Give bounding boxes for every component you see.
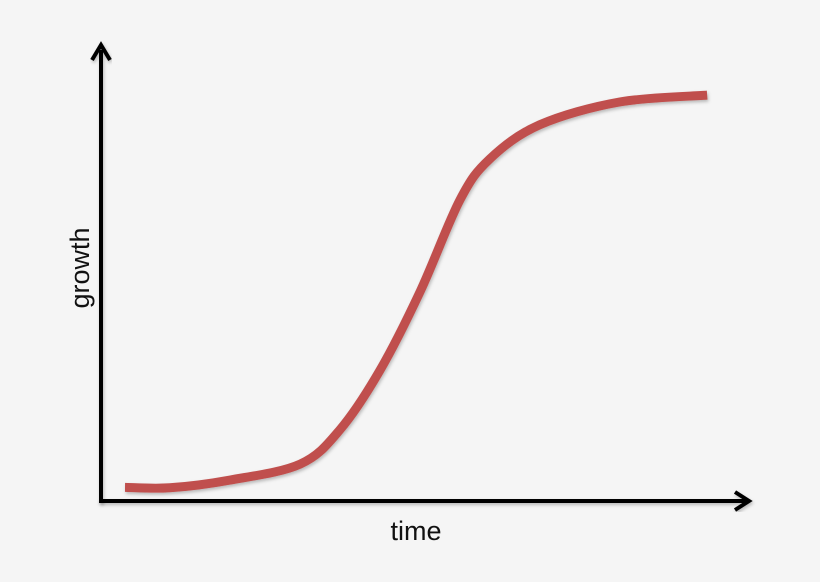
- growth-curve-line: [124, 90, 708, 493]
- y-axis-label: growth: [65, 227, 95, 308]
- y-axis-arrow: [90, 41, 112, 62]
- x-axis: [99, 490, 753, 512]
- x-axis-label: time: [390, 516, 441, 546]
- y-axis: [90, 41, 112, 503]
- x-axis-arrow: [733, 490, 753, 512]
